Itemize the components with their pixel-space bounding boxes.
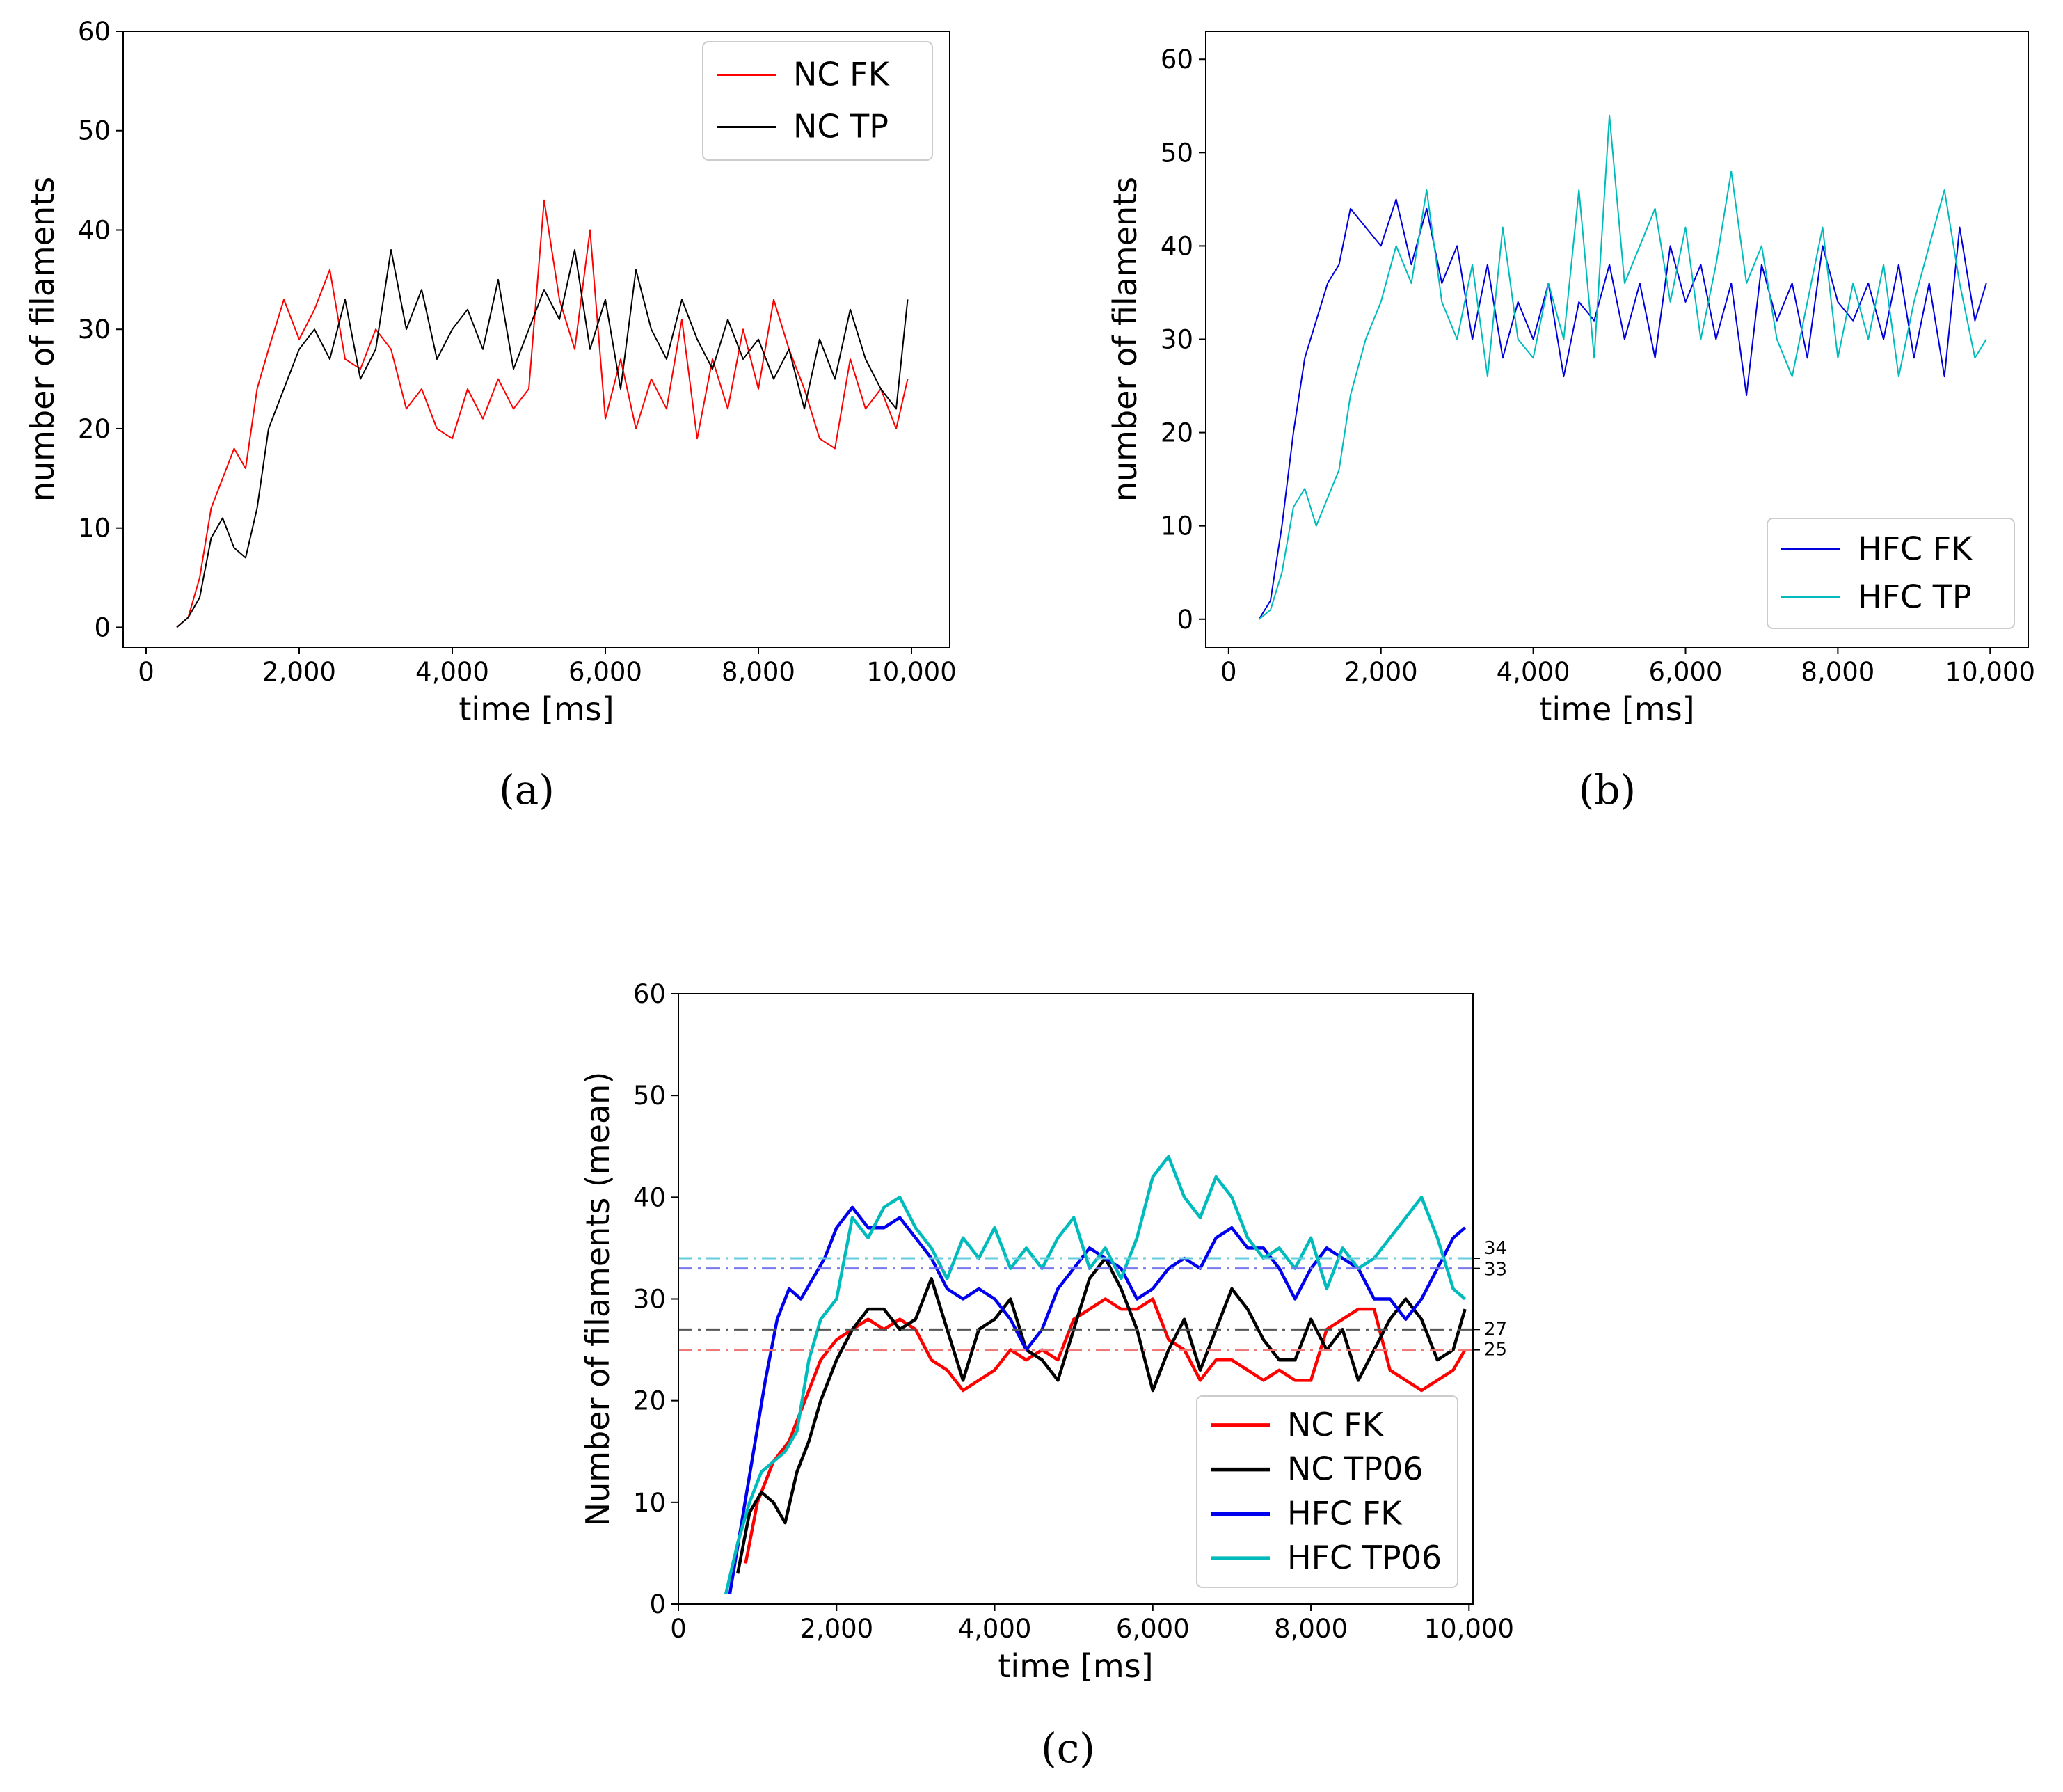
y-tick-label: 40 <box>633 1182 666 1212</box>
y-tick-label: 60 <box>1161 45 1193 74</box>
x-tick-label: 0 <box>1220 657 1237 687</box>
x-tick-label: 4,000 <box>1497 657 1570 687</box>
axes-frame <box>122 31 950 648</box>
legend-entry: NC FK <box>793 56 891 93</box>
x-tick-label: 0 <box>670 1614 687 1644</box>
y-tick-label: 50 <box>1161 138 1193 168</box>
x-tick-label: 6,000 <box>568 657 642 687</box>
legend-entry: NC TP <box>793 108 889 145</box>
x-tick-label: 4,000 <box>415 657 489 687</box>
y-tick-label: 0 <box>94 612 111 642</box>
series-line-hfc-tp <box>1258 114 1987 620</box>
y-axis-label: number of filaments <box>24 177 61 502</box>
y-tick-label: 40 <box>1161 231 1193 261</box>
x-tick-label: 0 <box>138 657 154 687</box>
y-axis-label: number of filaments <box>1106 177 1144 502</box>
series-line-nc-tp06 <box>735 1256 1467 1574</box>
legend-entry: HFC FK <box>1858 530 1973 568</box>
x-tick-label: 8,000 <box>722 657 795 687</box>
x-tick-label: 2,000 <box>262 657 336 687</box>
series-line-hfc-fk <box>1258 198 1987 620</box>
x-tick-label: 8,000 <box>1801 657 1874 687</box>
mean-label-34: 34 <box>1484 1238 1507 1259</box>
panel-b: 0 2,000 4,000 6,000 8,000 10,000 0 10 20 30 40 50 60… <box>1106 31 2035 814</box>
x-tick-label: 6,000 <box>1116 1614 1190 1644</box>
y-tick-label: 0 <box>1177 605 1193 635</box>
legend-entry: HFC TP <box>1858 578 1972 616</box>
x-tick-label: 8,000 <box>1274 1614 1348 1644</box>
y-tick-label: 20 <box>78 414 111 444</box>
y-axis-label: Number of filaments (mean) <box>579 1072 616 1527</box>
mean-label-27: 27 <box>1484 1319 1507 1340</box>
x-tick-label: 10,000 <box>1945 657 2035 687</box>
x-tick-label: 10,000 <box>866 657 956 687</box>
x-axis-label: time [ms] <box>998 1647 1153 1685</box>
y-tick-label: 50 <box>78 116 111 146</box>
panel-a: 0 2,000 4,000 6,000 8,000 10,000 0 10 20 30 40 50 60… <box>24 17 957 814</box>
y-tick-label: 30 <box>633 1285 666 1315</box>
x-tick-label: 4,000 <box>958 1614 1032 1644</box>
x-tick-label: 2,000 <box>1344 657 1418 687</box>
y-tick-label: 30 <box>78 315 111 344</box>
x-axis-label: time [ms] <box>459 690 614 728</box>
y-tick-label: 60 <box>78 17 111 47</box>
legend-box <box>702 41 933 161</box>
x-tick-label: 6,000 <box>1649 657 1723 687</box>
y-tick-label: 10 <box>633 1488 666 1518</box>
y-tick-label: 40 <box>78 215 111 245</box>
y-tick-label: 30 <box>1161 325 1193 355</box>
legend-entry: HFC TP06 <box>1287 1539 1442 1576</box>
mean-label-33: 33 <box>1484 1260 1507 1280</box>
series-line-nc-fk <box>744 1297 1467 1564</box>
y-tick-label: 20 <box>633 1386 666 1416</box>
panel-label: (b) <box>1579 766 1636 814</box>
series-line-nc-fk <box>176 199 909 628</box>
y-tick-label: 50 <box>633 1081 666 1111</box>
mean-label-25: 25 <box>1484 1340 1507 1361</box>
legend-entry: NC TP06 <box>1287 1450 1424 1488</box>
panel-label: (a) <box>499 766 555 814</box>
y-tick-label: 20 <box>1161 418 1193 448</box>
x-axis-label: time [ms] <box>1539 690 1694 728</box>
legend-entry: HFC FK <box>1287 1494 1403 1532</box>
y-tick-label: 60 <box>633 979 666 1009</box>
y-tick-label: 10 <box>78 514 111 544</box>
x-tick-label: 2,000 <box>799 1614 873 1644</box>
legend-box <box>1196 1395 1458 1588</box>
y-tick-label: 0 <box>649 1589 666 1619</box>
legend-entry: NC FK <box>1287 1406 1385 1443</box>
series-line-hfc-tp06 <box>724 1155 1467 1594</box>
y-tick-label: 10 <box>1161 512 1193 541</box>
panel-label: (c) <box>1041 1724 1095 1772</box>
series-line-nc-tp <box>176 249 909 628</box>
x-tick-label: 10,000 <box>1424 1614 1514 1644</box>
legend-box <box>1767 518 2015 629</box>
